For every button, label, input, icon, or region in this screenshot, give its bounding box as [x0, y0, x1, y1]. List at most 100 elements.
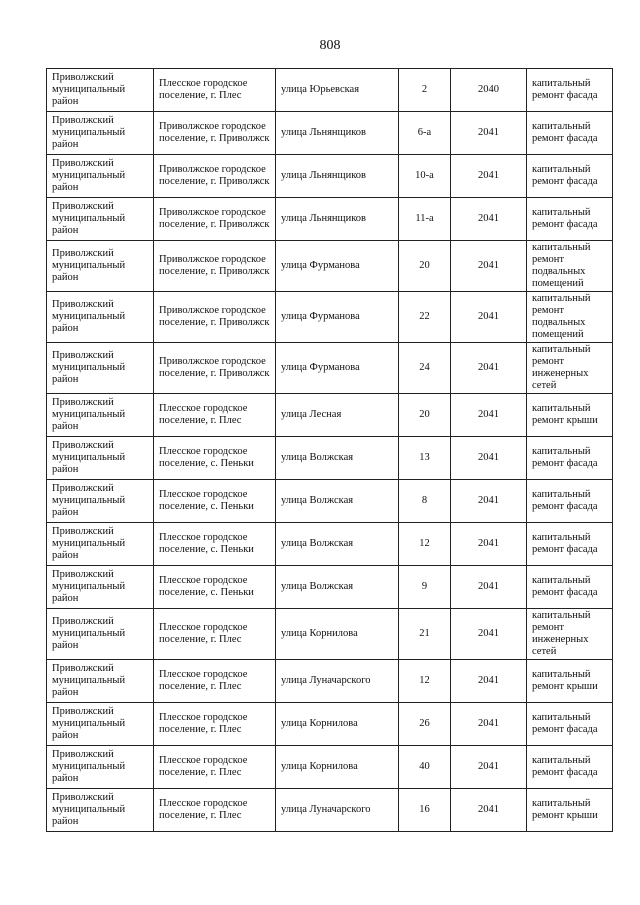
year-cell: 2041	[450, 522, 527, 566]
settlement-cell: Плесское городское поселение, г. Плес	[153, 745, 276, 789]
work-type-cell: капитальный ремонт фасада	[526, 197, 613, 241]
work-type-cell: капитальный ремонт фасада	[526, 745, 613, 789]
year-cell: 2040	[450, 68, 527, 112]
year-cell: 2041	[450, 479, 527, 523]
table-row: Приволжский муниципальный район Плесское …	[46, 608, 613, 660]
work-type-cell: капитальный ремонт фасада	[526, 68, 613, 112]
year-cell: 2041	[450, 565, 527, 609]
district-cell: Приволжский муниципальный район	[46, 788, 154, 832]
house-number-cell: 12	[398, 659, 451, 703]
work-type-cell: капитальный ремонт крыши	[526, 393, 613, 437]
work-type-cell: капитальный ремонт фасада	[526, 522, 613, 566]
house-number-cell: 40	[398, 745, 451, 789]
table-row: Приволжский муниципальный район Приволжск…	[46, 291, 613, 343]
year-cell: 2041	[450, 788, 527, 832]
street-cell: улица Лесная	[275, 393, 399, 437]
settlement-cell: Приволжское городское поселение, г. Прив…	[153, 240, 276, 292]
street-cell: улица Юрьевская	[275, 68, 399, 112]
table-row: Приволжский муниципальный район Приволжск…	[46, 111, 613, 155]
work-type-cell: капитальный ремонт подвальных помещений	[526, 291, 613, 343]
work-type-cell: капитальный ремонт фасада	[526, 565, 613, 609]
district-cell: Приволжский муниципальный район	[46, 745, 154, 789]
settlement-cell: Приволжское городское поселение, г. Прив…	[153, 154, 276, 198]
table-row: Приволжский муниципальный район Плесское …	[46, 788, 613, 832]
year-cell: 2041	[450, 197, 527, 241]
district-cell: Приволжский муниципальный район	[46, 197, 154, 241]
district-cell: Приволжский муниципальный район	[46, 702, 154, 746]
work-type-cell: капитальный ремонт инженерных сетей	[526, 608, 613, 660]
settlement-cell: Плесское городское поселение, с. Пеньки	[153, 565, 276, 609]
year-cell: 2041	[450, 745, 527, 789]
settlement-cell: Плесское городское поселение, г. Плес	[153, 68, 276, 112]
district-cell: Приволжский муниципальный район	[46, 68, 154, 112]
house-number-cell: 11-а	[398, 197, 451, 241]
district-cell: Приволжский муниципальный район	[46, 565, 154, 609]
work-type-cell: капитальный ремонт фасада	[526, 702, 613, 746]
settlement-cell: Приволжское городское поселение, г. Прив…	[153, 342, 276, 394]
repair-schedule-table: Приволжский муниципальный район Плесское …	[46, 68, 613, 832]
settlement-cell: Приволжское городское поселение, г. Прив…	[153, 111, 276, 155]
settlement-cell: Плесское городское поселение, с. Пеньки	[153, 479, 276, 523]
street-cell: улица Луначарского	[275, 788, 399, 832]
house-number-cell: 9	[398, 565, 451, 609]
house-number-cell: 12	[398, 522, 451, 566]
house-number-cell: 10-а	[398, 154, 451, 198]
table-row: Приволжский муниципальный район Приволжск…	[46, 197, 613, 241]
work-type-cell: капитальный ремонт фасада	[526, 111, 613, 155]
district-cell: Приволжский муниципальный район	[46, 154, 154, 198]
district-cell: Приволжский муниципальный район	[46, 240, 154, 292]
house-number-cell: 2	[398, 68, 451, 112]
district-cell: Приволжский муниципальный район	[46, 608, 154, 660]
table-row: Приволжский муниципальный район Плесское …	[46, 745, 613, 789]
work-type-cell: капитальный ремонт фасада	[526, 436, 613, 480]
table-row: Приволжский муниципальный район Плесское …	[46, 68, 613, 112]
house-number-cell: 8	[398, 479, 451, 523]
settlement-cell: Плесское городское поселение, с. Пеньки	[153, 436, 276, 480]
house-number-cell: 24	[398, 342, 451, 394]
table-row: Приволжский муниципальный район Плесское …	[46, 393, 613, 437]
year-cell: 2041	[450, 436, 527, 480]
table-row: Приволжский муниципальный район Плесское …	[46, 659, 613, 703]
district-cell: Приволжский муниципальный район	[46, 436, 154, 480]
house-number-cell: 6-а	[398, 111, 451, 155]
table-row: Приволжский муниципальный район Плесское …	[46, 522, 613, 566]
district-cell: Приволжский муниципальный район	[46, 522, 154, 566]
work-type-cell: капитальный ремонт фасада	[526, 154, 613, 198]
street-cell: улица Льнянщиков	[275, 111, 399, 155]
house-number-cell: 22	[398, 291, 451, 343]
district-cell: Приволжский муниципальный район	[46, 393, 154, 437]
house-number-cell: 21	[398, 608, 451, 660]
settlement-cell: Плесское городское поселение, г. Плес	[153, 659, 276, 703]
street-cell: улица Корнилова	[275, 702, 399, 746]
street-cell: улица Фурманова	[275, 291, 399, 343]
house-number-cell: 16	[398, 788, 451, 832]
year-cell: 2041	[450, 659, 527, 703]
settlement-cell: Плесское городское поселение, с. Пеньки	[153, 522, 276, 566]
work-type-cell: капитальный ремонт подвальных помещений	[526, 240, 613, 292]
table-row: Приволжский муниципальный район Плесское …	[46, 565, 613, 609]
year-cell: 2041	[450, 393, 527, 437]
year-cell: 2041	[450, 154, 527, 198]
settlement-cell: Плесское городское поселение, г. Плес	[153, 788, 276, 832]
street-cell: улица Волжская	[275, 479, 399, 523]
street-cell: улица Корнилова	[275, 608, 399, 660]
street-cell: улица Луначарского	[275, 659, 399, 703]
table-row: Приволжский муниципальный район Приволжск…	[46, 240, 613, 292]
street-cell: улица Льнянщиков	[275, 154, 399, 198]
table-row: Приволжский муниципальный район Плесское …	[46, 702, 613, 746]
street-cell: улица Корнилова	[275, 745, 399, 789]
work-type-cell: капитальный ремонт крыши	[526, 659, 613, 703]
year-cell: 2041	[450, 291, 527, 343]
table-row: Приволжский муниципальный район Плесское …	[46, 436, 613, 480]
work-type-cell: капитальный ремонт инженерных сетей	[526, 342, 613, 394]
street-cell: улица Волжская	[275, 522, 399, 566]
district-cell: Приволжский муниципальный район	[46, 111, 154, 155]
settlement-cell: Плесское городское поселение, г. Плес	[153, 608, 276, 660]
year-cell: 2041	[450, 240, 527, 292]
district-cell: Приволжский муниципальный район	[46, 659, 154, 703]
street-cell: улица Волжская	[275, 565, 399, 609]
work-type-cell: капитальный ремонт фасада	[526, 479, 613, 523]
year-cell: 2041	[450, 608, 527, 660]
year-cell: 2041	[450, 342, 527, 394]
year-cell: 2041	[450, 702, 527, 746]
